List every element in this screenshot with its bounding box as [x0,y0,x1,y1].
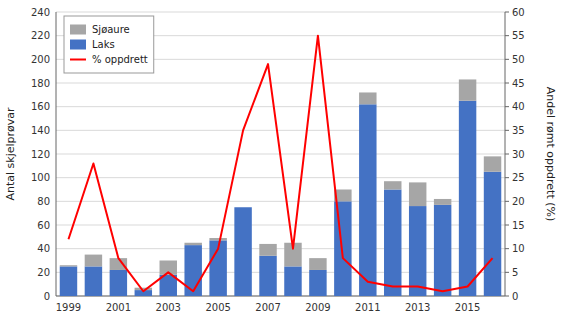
y-tick-label: 140 [31,125,50,136]
y2-tick-label: 40 [512,101,525,112]
legend-swatch [70,59,86,61]
legend-swatch [70,40,86,50]
bar [384,181,401,189]
y2-tick [505,35,509,36]
bar [60,266,77,296]
y2-tick [505,201,509,202]
bar [110,258,127,270]
bar [484,156,501,171]
y2-tick-label: 45 [512,78,525,89]
y-tick-label: 40 [37,243,50,254]
y-tick-label: 220 [31,30,50,41]
y-tick-label: 240 [31,7,50,18]
y2-axis [505,12,506,296]
marks [60,36,502,296]
y-tick-label: 60 [37,220,50,231]
legend-label: Laks [92,39,115,50]
y2-tick [505,59,509,60]
grid-line [56,130,505,131]
x-tick-label: 2003 [156,302,181,313]
bar [409,182,426,206]
x-tick-label: 2011 [355,302,380,313]
bar [359,104,376,296]
x-tick-label: 1999 [56,302,81,313]
y2-tick [505,106,509,107]
bar [184,243,201,245]
y2-tick [505,248,509,249]
bar [459,79,476,100]
y2-tick [505,272,509,273]
y2-tick-label: 30 [512,149,525,160]
bar [85,255,102,267]
y-axis-label: Antal skjelprøvar [4,107,17,201]
y-tick-label: 20 [37,267,50,278]
bar [259,256,276,296]
y2-tick-label: 50 [512,54,525,65]
line [68,36,492,292]
y2-tick-label: 55 [512,30,525,41]
bar [359,92,376,104]
bar [259,244,276,256]
bar [209,238,226,240]
y-tick-label: 0 [44,291,50,302]
y-tick-label: 200 [31,54,50,65]
x-tick-label: 2009 [305,302,330,313]
bar [309,258,326,270]
chart: 0 20 40 60 80 100 120 140 160 180 200 220 240 0 5 10 15 2… [0,0,561,322]
bar [434,199,451,205]
y2-tick [505,225,509,226]
legend-label: Sjøaure [92,24,130,35]
y2-tick [505,177,509,178]
bar [484,172,501,296]
x-tick-label: 2001 [106,302,131,313]
y2-tick-label: 5 [512,267,518,278]
y-tick-label: 80 [37,196,50,207]
grid-line [56,177,505,178]
bar [234,207,251,296]
bar [334,201,351,296]
bar [60,265,77,266]
x-tick-label: 2007 [255,302,280,313]
y2-tick [505,130,509,131]
y2-tick-label: 20 [512,196,525,207]
y2-tick [505,12,509,13]
y2-axis-label: Andel rømt oppdrett (%) [544,87,557,221]
y2-tick-label: 60 [512,7,525,18]
bar [234,207,251,208]
legend-swatch [70,25,86,35]
y2-tick-label: 25 [512,172,525,183]
x-tick-label: 2015 [455,302,480,313]
x-tick-label: 2013 [405,302,430,313]
bar [409,206,426,296]
y2-tick [505,83,509,84]
y2-tick [505,296,509,297]
y2-tick-label: 0 [512,291,518,302]
legend-label: % oppdrett [92,54,148,65]
bar [184,245,201,296]
y-tick-label: 120 [31,149,50,160]
bar [434,205,451,296]
x-tick-label: 2005 [205,302,230,313]
grid-line [56,12,505,13]
legend: Sjøaure Laks % oppdrett [64,16,154,73]
bar [110,270,127,296]
bar [384,190,401,297]
y-tick-label: 160 [31,101,50,112]
grid-line [56,106,505,107]
legend-box [64,16,154,73]
bar [284,266,301,296]
bar [459,101,476,296]
y-tick-label: 180 [31,78,50,89]
bar [309,270,326,296]
y2-tick-label: 15 [512,220,525,231]
y-tick-label: 100 [31,172,50,183]
y2-tick-label: 35 [512,125,525,136]
grid-line [56,83,505,84]
y2-tick-label: 10 [512,243,525,254]
bar [85,266,102,296]
y-axis [56,12,57,296]
y2-tick [505,154,509,155]
